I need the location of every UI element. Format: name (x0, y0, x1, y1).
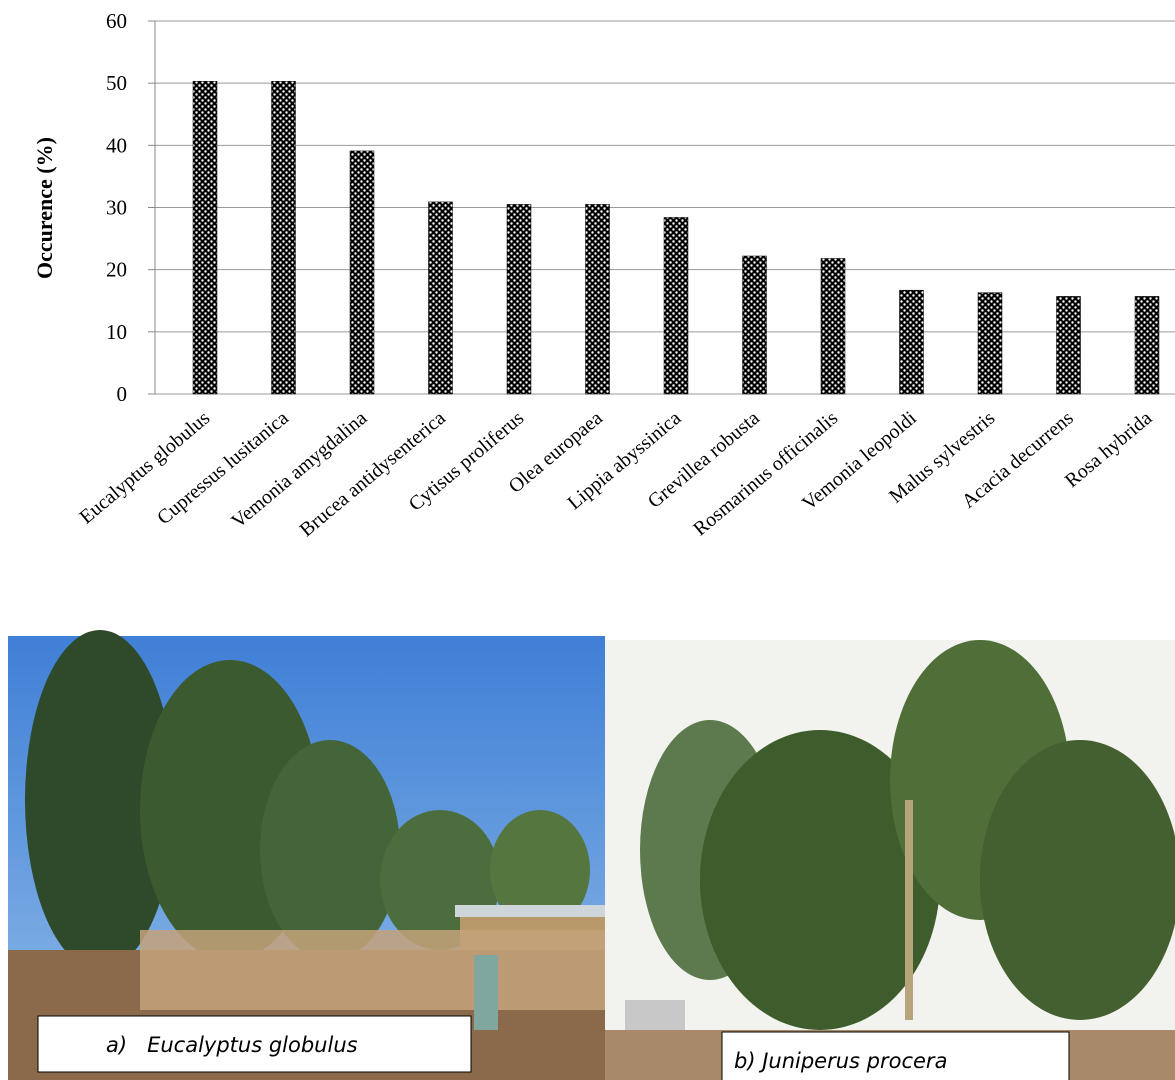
bar (350, 151, 374, 394)
plot: 0 10 20 30 40 50 60 Eucalyptus globulusCupressu… (75, 9, 1175, 541)
bar (1135, 296, 1159, 394)
y-tick-label: 20 (106, 258, 127, 282)
bar (429, 202, 453, 394)
bar (743, 256, 767, 394)
bar (1057, 296, 1081, 394)
x-tick-label: Rosmarinus officinalis (689, 407, 842, 541)
bar (507, 204, 531, 394)
photo-a (8, 630, 605, 1080)
bar (821, 258, 845, 394)
y-tick-label: 40 (106, 133, 127, 157)
bar (664, 217, 688, 394)
bar (586, 204, 610, 394)
x-tick-label: Rosa hybrida (1061, 407, 1157, 492)
figure: Occurence (%) 0 10 20 30 40 50 60 Eucalyptus gl… (0, 0, 1175, 1080)
y-axis-title: Occurence (%) (32, 137, 57, 279)
y-tick-label: 0 (117, 382, 128, 406)
bar (978, 293, 1002, 394)
x-tick-label: Brucea antidysenterica (296, 407, 450, 541)
bar (193, 81, 217, 394)
bar (272, 81, 296, 394)
y-tick-label: 30 (106, 196, 127, 220)
caption: a) Eucalyptus globulus (106, 1033, 358, 1057)
caption: b) Juniperus procera (734, 1049, 947, 1073)
y-tick-label: 60 (106, 9, 127, 33)
bar (900, 290, 924, 394)
x-tick-label: Eucalyptus globulus (75, 407, 214, 529)
x-tick-label: Vemonia amygdalina (227, 407, 371, 533)
page: Occurence (%) 0 10 20 30 40 50 60 Eucalyptus gl… (0, 0, 1175, 1080)
photo-b (605, 640, 1175, 1080)
x-tick-label: Cupressus lusitanica (153, 407, 293, 529)
y-tick-label: 50 (106, 71, 127, 95)
y-tick-label: 10 (106, 320, 127, 344)
